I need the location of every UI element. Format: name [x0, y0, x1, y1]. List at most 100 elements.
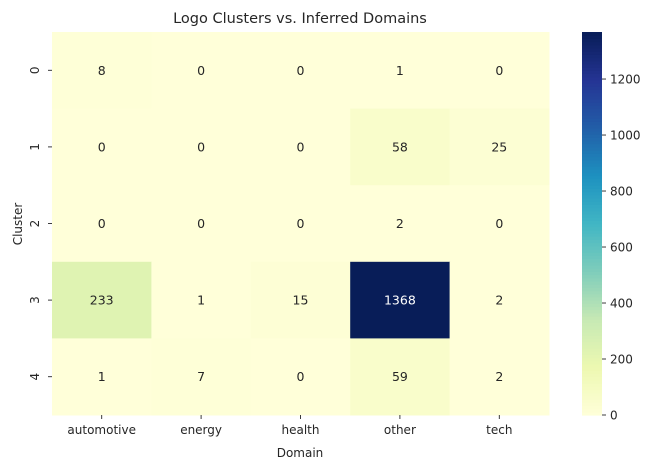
colorbar-segment: [582, 89, 602, 94]
colorbar-segment: [582, 57, 602, 62]
colorbar-segment: [582, 54, 602, 59]
colorbar-segment: [582, 102, 602, 107]
colorbar-segment: [582, 389, 602, 394]
colorbar-segment: [582, 258, 602, 263]
colorbar-segment: [582, 35, 602, 39]
colorbar-segment: [582, 220, 602, 225]
heatmap-cell: [449, 185, 550, 263]
colorbar-segment: [582, 379, 602, 384]
colorbar-segment: [582, 357, 602, 362]
heatmap-cell: [449, 261, 550, 339]
colorbar-segment: [582, 86, 602, 91]
colorbar-segment: [582, 194, 602, 199]
colorbar-segment: [582, 150, 602, 154]
colorbar-segment: [582, 204, 602, 209]
colorbar-segment: [582, 332, 602, 336]
colorbar-segment: [582, 73, 602, 78]
y-axis-ticks: 0 1 2 3 4: [28, 66, 52, 381]
colorbar-segment: [582, 347, 602, 352]
colorbar-segment: [582, 63, 602, 68]
x-axis-label: Domain: [277, 446, 324, 460]
heatmap-cell: [350, 185, 451, 263]
cell-value-label: 1: [197, 293, 205, 308]
colorbar-segment: [582, 172, 602, 177]
colorbar-segment: [582, 284, 602, 288]
colorbar-segment: [582, 249, 602, 253]
colorbar-segment: [582, 338, 602, 343]
cell-value-label: 25: [491, 139, 507, 154]
x-tick-label: tech: [486, 423, 512, 437]
y-tick-label: 4: [28, 373, 42, 381]
x-tick-label: other: [384, 423, 416, 437]
colorbar-segment: [582, 70, 602, 75]
cell-value-label: 0: [297, 63, 305, 78]
colorbar-segment: [582, 134, 602, 138]
heatmap-cell: [151, 108, 252, 186]
cell-value-label: 59: [392, 369, 408, 384]
cell-value-label: 233: [90, 293, 114, 308]
cell-value-label: 0: [297, 216, 305, 231]
colorbar-segment: [582, 242, 602, 247]
colorbar-segment: [582, 264, 602, 269]
cell-value-label: 0: [197, 139, 205, 154]
cell-value-label: 0: [297, 139, 305, 154]
colorbar-segment: [582, 236, 602, 241]
colorbar-segment: [582, 280, 602, 285]
y-axis-label: Cluster: [11, 203, 25, 246]
colorbar-tick-label: 0: [610, 409, 618, 423]
cell-value-label: 0: [98, 139, 106, 154]
colorbar-segment: [582, 277, 602, 282]
colorbar-segment: [582, 60, 602, 65]
cell-value-label: 0: [98, 216, 106, 231]
colorbar-segment: [582, 252, 602, 257]
colorbar-segment: [582, 309, 602, 314]
heatmap-cell: [250, 108, 351, 186]
cell-value-label: 0: [495, 63, 503, 78]
colorbar-segment: [582, 344, 602, 349]
colorbar-tick-label: 1000: [610, 129, 641, 143]
colorbar-segment: [582, 367, 602, 371]
colorbar-segment: [582, 316, 602, 320]
heatmap-cell: [449, 32, 550, 110]
colorbar-segment: [582, 51, 602, 55]
colorbar-segment: [582, 399, 602, 403]
colorbar-segment: [582, 370, 602, 375]
colorbar-segment: [582, 41, 602, 46]
heatmap-cell: [52, 338, 152, 416]
colorbar-segment: [582, 162, 602, 167]
colorbar-segment: [582, 146, 602, 151]
heatmap-cell: [151, 185, 252, 263]
colorbar-segment: [582, 363, 602, 368]
colorbar-segment: [582, 360, 602, 365]
colorbar-tick-label: 1200: [610, 73, 641, 87]
colorbar-segment: [582, 223, 602, 228]
colorbar-segment: [582, 159, 602, 164]
colorbar-segment: [582, 293, 602, 298]
cell-value-label: 2: [495, 293, 503, 308]
heatmap-cell: [52, 185, 152, 263]
heatmap-cell: [250, 338, 351, 416]
heatmap-cell: [250, 261, 351, 339]
colorbar-segment: [582, 207, 602, 212]
colorbar: 0 200 400 600 800 1000 1200: [582, 32, 641, 423]
colorbar-segment: [582, 153, 602, 158]
heatmap-cell: [151, 261, 252, 339]
colorbar-segment: [582, 392, 602, 397]
colorbar-segment: [582, 245, 602, 250]
colorbar-segment: [582, 137, 602, 142]
colorbar-segment: [582, 402, 602, 407]
colorbar-segment: [582, 67, 602, 71]
colorbar-segment: [582, 229, 602, 234]
colorbar-segment: [582, 99, 602, 103]
x-tick-label: automotive: [67, 423, 136, 437]
colorbar-segment: [582, 92, 602, 97]
colorbar-segment: [582, 127, 602, 132]
colorbar-tick-label: 800: [610, 185, 633, 199]
heatmap-cell: [350, 108, 451, 186]
colorbar-segment: [582, 213, 602, 218]
colorbar-segment: [582, 182, 602, 186]
colorbar-segment: [582, 354, 602, 359]
colorbar-segment: [582, 130, 602, 135]
colorbar-segment: [582, 383, 602, 387]
